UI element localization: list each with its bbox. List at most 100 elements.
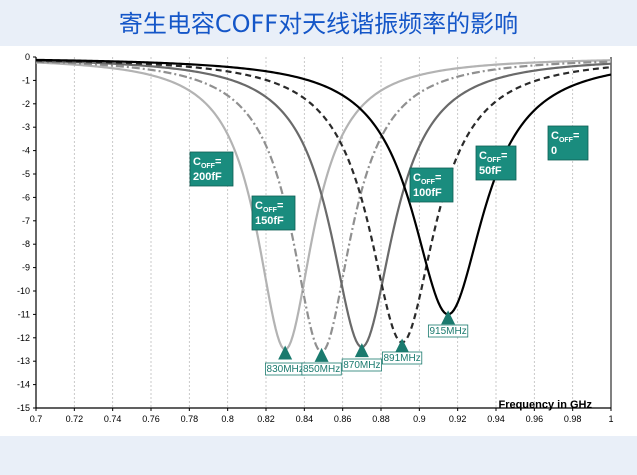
y-tick-label: -14 (17, 380, 30, 390)
x-tick-label: 0.72 (66, 414, 84, 424)
y-tick-label: 0 (25, 52, 30, 62)
marker-triangle (314, 347, 329, 362)
series-line (35, 59, 612, 344)
resonance-marker: 830MHz (265, 345, 306, 376)
series-label: COFF=150fF (251, 195, 296, 231)
marker-label-box (381, 351, 423, 365)
marker-label-box (427, 324, 469, 338)
label-box (475, 145, 517, 181)
marker-label-box (341, 358, 382, 372)
y-tick-label: -2 (22, 99, 30, 109)
label-value: 0 (551, 145, 557, 157)
marker-triangle (354, 343, 369, 358)
series-line (35, 59, 612, 349)
label-equals: = (215, 156, 221, 168)
x-tick-label: 0.76 (142, 414, 160, 424)
label-subscript: OFF (559, 137, 574, 144)
y-tick-label: -12 (17, 333, 30, 343)
label-value: 200fF (193, 171, 222, 183)
y-tick-label: -15 (17, 403, 30, 413)
y-tick-label: -13 (17, 356, 30, 366)
series-label: COFF=100fF (409, 167, 454, 203)
label-equals: = (277, 200, 283, 212)
label-equals: = (435, 172, 441, 184)
series-line (35, 59, 612, 351)
x-tick-label: 0.98 (564, 414, 582, 424)
x-tick-label: 0.84 (296, 414, 314, 424)
y-tick-label: -6 (22, 192, 30, 202)
label-main: C (479, 150, 487, 162)
label-box (189, 151, 234, 187)
y-tick-label: -11 (18, 309, 30, 319)
x-tick-label: 0.78 (181, 414, 199, 424)
y-tick-label: -9 (22, 263, 30, 273)
y-tick-label: -3 (22, 122, 30, 132)
label-main: C (551, 130, 559, 142)
y-tick-label: -1 (22, 75, 30, 85)
series-labels: COFF=200fFCOFF=150fFCOFF=100fFCOFF=50fFC… (189, 125, 589, 231)
x-tick-label: 1 (608, 414, 613, 424)
resonance-marker: 891MHz (381, 338, 423, 365)
label-main: C (413, 172, 421, 184)
label-equals: = (573, 130, 579, 142)
label-main: C (255, 200, 263, 212)
grid-lines (36, 57, 611, 408)
resonance-marker: 850MHz (301, 347, 342, 376)
marker-triangle (395, 338, 410, 353)
x-tick-label: 0.9 (413, 414, 426, 424)
label-symbol: COFF= (255, 200, 283, 214)
curves (35, 58, 612, 354)
label-box (547, 125, 589, 161)
x-tick-label: 0.92 (449, 414, 467, 424)
x-tick-label: 0.86 (334, 414, 352, 424)
label-value: 100fF (413, 187, 442, 199)
axes: 0.7 0.72 0.74 0.76 0.78 0.8 0.82 0.84 0.86 0.88 0.… (17, 52, 614, 424)
marker-label: 870MHz (343, 360, 380, 371)
x-axis-label: Frequency in GHz (498, 399, 592, 411)
y-tick-label: -8 (22, 239, 30, 249)
series-label: COFF=200fF (189, 151, 234, 187)
marker-label-box (301, 362, 342, 376)
label-symbol: COFF= (413, 172, 441, 186)
figure-title: 寄生电容COFF对天线谐振频率的影响 (118, 10, 519, 38)
marker-label: 915MHz (429, 326, 466, 337)
x-tick-label: 0.82 (257, 414, 275, 424)
marker-label: 891MHz (383, 353, 420, 364)
label-subscript: OFF (263, 207, 278, 214)
series-line (35, 58, 612, 316)
label-equals: = (501, 150, 507, 162)
series-label: COFF=50fF (475, 145, 517, 181)
x-tick-label: 0.96 (526, 414, 544, 424)
x-tick-label: 0.8 (221, 414, 234, 424)
y-tick-label: -10 (17, 286, 30, 296)
label-main: C (193, 156, 201, 168)
series-line (35, 60, 612, 354)
label-value: 50fF (479, 165, 502, 177)
y-tick-label: -4 (22, 146, 30, 156)
resonance-marker: 870MHz (341, 343, 382, 372)
label-symbol: COFF= (551, 130, 579, 144)
marker-triangle (278, 345, 293, 360)
label-box (409, 167, 454, 203)
x-tick-label: 0.94 (487, 414, 505, 424)
x-tick-label: 0.74 (104, 414, 122, 424)
marker-triangle (441, 310, 456, 325)
x-tick-label: 0.7 (30, 414, 43, 424)
label-subscript: OFF (487, 157, 502, 164)
plot-area (36, 57, 611, 408)
label-symbol: COFF= (193, 156, 221, 170)
label-value: 150fF (255, 215, 284, 227)
y-tick-label: -7 (22, 216, 30, 226)
y-tick-label: -5 (22, 169, 30, 179)
label-symbol: COFF= (479, 150, 507, 164)
x-tick-label: 0.88 (372, 414, 390, 424)
label-box (251, 195, 296, 231)
series-label: COFF=0 (547, 125, 589, 161)
resonance-marker: 915MHz (427, 310, 469, 338)
marker-label: 850MHz (303, 364, 340, 375)
label-subscript: OFF (201, 163, 216, 170)
label-subscript: OFF (421, 179, 436, 186)
marker-label: 830MHz (267, 364, 304, 375)
